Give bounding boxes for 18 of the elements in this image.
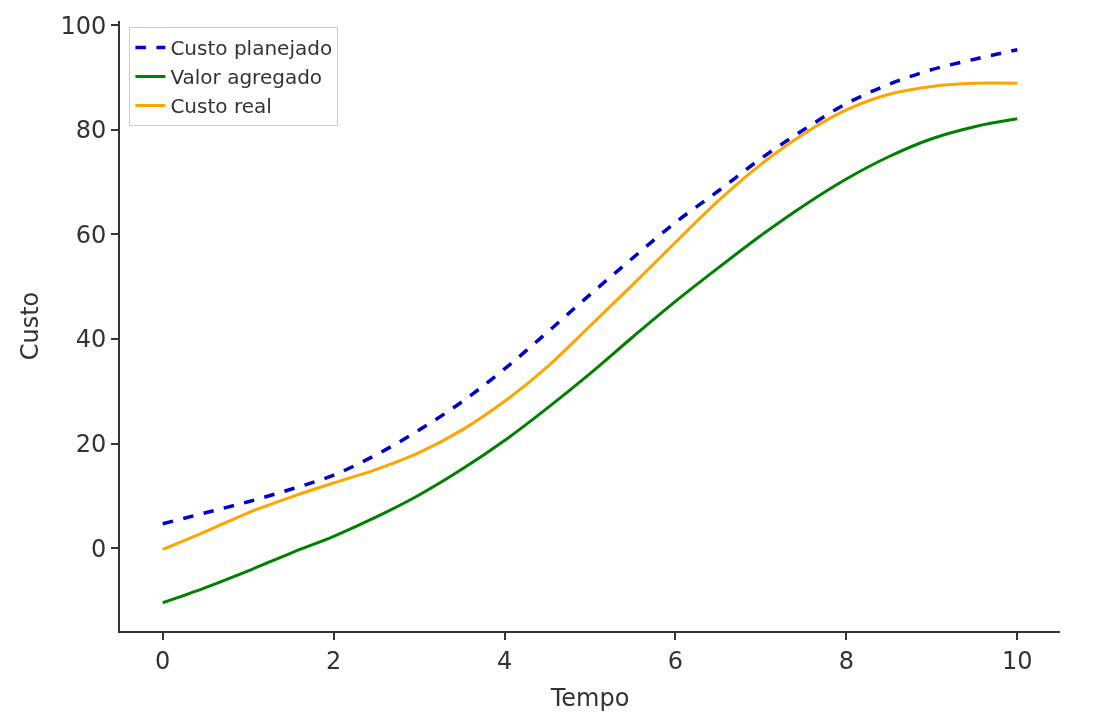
- y-tick-label: 20: [75, 430, 107, 459]
- legend-label: Custo planejado: [170, 36, 333, 61]
- y-axis-title: Custo: [15, 291, 44, 361]
- x-tick-label: 4: [496, 646, 513, 675]
- y-tick-label: 100: [60, 11, 107, 40]
- x-tick-label: 8: [838, 646, 854, 675]
- x-tick-label: 6: [667, 646, 684, 675]
- x-axis-title: Tempo: [549, 683, 630, 712]
- x-tick-label: 10: [1002, 646, 1033, 675]
- line-series: [161, 117, 1019, 605]
- y-tick-label: 60: [75, 220, 107, 249]
- y-tick-label: 80: [75, 116, 107, 145]
- y-tick-label: 40: [75, 325, 107, 354]
- x-tick-label: 0: [155, 646, 171, 675]
- x-tick-label: 2: [326, 646, 342, 675]
- legend-label: Valor agregado: [170, 65, 323, 90]
- legend-label: Custo real: [170, 94, 272, 119]
- y-tick-label: 0: [90, 534, 107, 563]
